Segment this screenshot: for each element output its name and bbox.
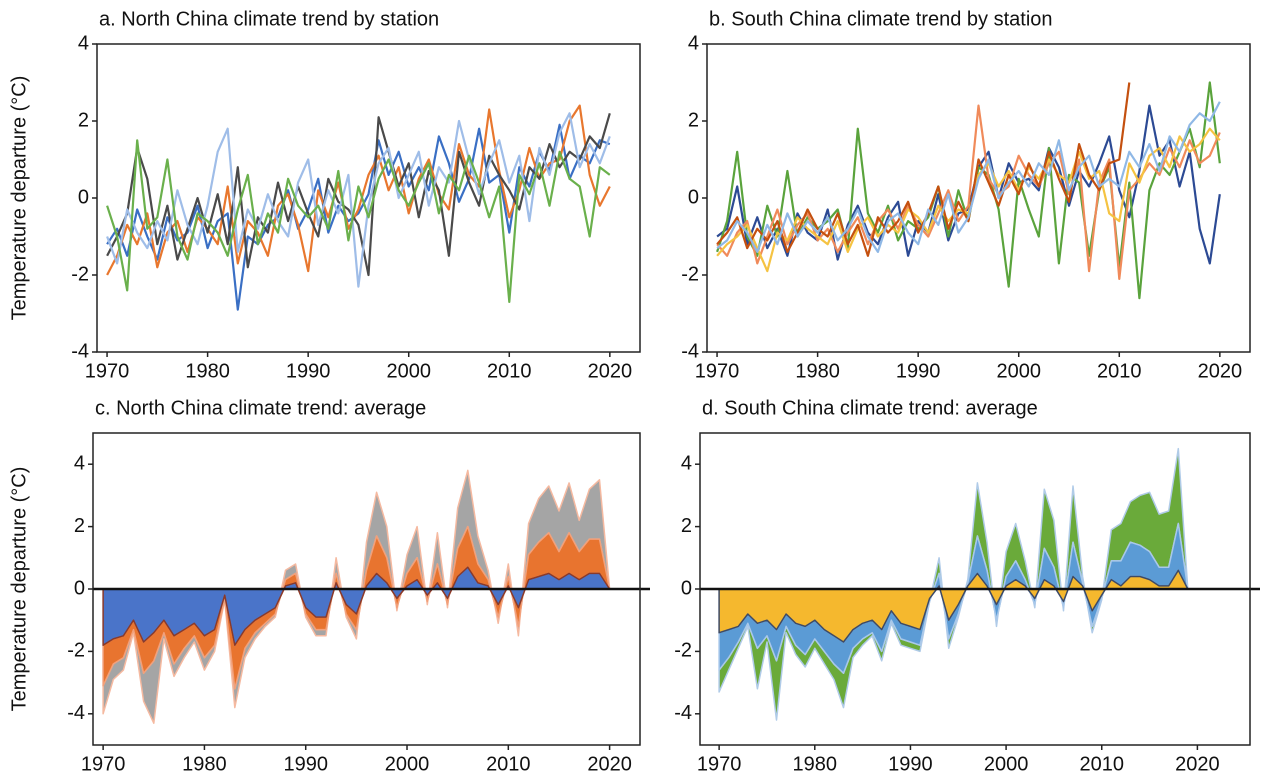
x-tick-label: 1980: [182, 753, 227, 775]
x-tick-label: 2020: [587, 753, 632, 775]
panel-title: a. North China climate trend by station: [99, 8, 439, 30]
x-tick-label: 1970: [695, 360, 740, 382]
x-tick-label: 2010: [487, 360, 532, 382]
y-tick-label: -2: [681, 263, 699, 285]
y-tick-label: -4: [674, 702, 692, 724]
y-tick-label: 0: [74, 577, 85, 599]
plot-frame: [96, 43, 641, 353]
x-tick-label: 1980: [185, 360, 230, 382]
station-line: [716, 101, 1221, 253]
x-tick-label: 2000: [984, 753, 1029, 775]
y-tick-label: 2: [681, 515, 692, 537]
y-tick-label: -4: [71, 340, 89, 362]
panel-title: c. North China climate trend: average: [95, 397, 426, 419]
y-tick-label: 4: [74, 452, 85, 474]
y-tick-label: -4: [681, 340, 699, 362]
x-tick-label: 1990: [896, 360, 941, 382]
panel-title: b. South China climate trend by station: [709, 8, 1053, 30]
station-line: [106, 112, 611, 288]
station-line: [106, 139, 611, 303]
x-tick-label: 1990: [283, 753, 328, 775]
y-tick-label: 2: [688, 109, 699, 131]
y-tick-label: 2: [74, 515, 85, 537]
x-tick-label: 2020: [1175, 753, 1220, 775]
y-tick-label: 0: [688, 186, 699, 208]
x-tick-label: 2000: [385, 753, 430, 775]
x-tick-label: 1980: [795, 360, 840, 382]
x-tick-label: 1980: [793, 753, 838, 775]
y-tick-label: 4: [78, 32, 89, 54]
y-axis-label: Temperature departure (°C): [8, 76, 30, 321]
y-tick-label: 2: [78, 109, 89, 131]
y-axis-label: Temperature departure (°C): [8, 467, 30, 712]
y-tick-label: 4: [688, 32, 699, 54]
y-tick-label: -4: [67, 702, 85, 724]
x-tick-label: 2010: [1079, 753, 1124, 775]
x-tick-label: 1990: [888, 753, 933, 775]
y-tick-label: 4: [681, 452, 692, 474]
x-tick-label: 2020: [1198, 360, 1243, 382]
x-tick-label: 1990: [286, 360, 331, 382]
x-tick-label: 2020: [588, 360, 633, 382]
y-tick-label: -2: [71, 263, 89, 285]
station-line: [106, 112, 611, 277]
panel-title: d. South China climate trend: average: [702, 397, 1038, 419]
x-tick-label: 2000: [386, 360, 431, 382]
plot-frame: [706, 43, 1251, 353]
y-tick-label: 0: [681, 577, 692, 599]
x-tick-label: 2010: [1097, 360, 1142, 382]
x-tick-label: 2000: [996, 360, 1041, 382]
x-tick-label: 1970: [697, 753, 742, 775]
station-line: [716, 81, 1221, 300]
x-tick-label: 1970: [85, 360, 130, 382]
y-tick-label: -2: [67, 640, 85, 662]
y-tick-label: 0: [78, 186, 89, 208]
y-tick-label: -2: [674, 640, 692, 662]
x-tick-label: 1970: [81, 753, 126, 775]
x-tick-label: 2010: [486, 753, 531, 775]
